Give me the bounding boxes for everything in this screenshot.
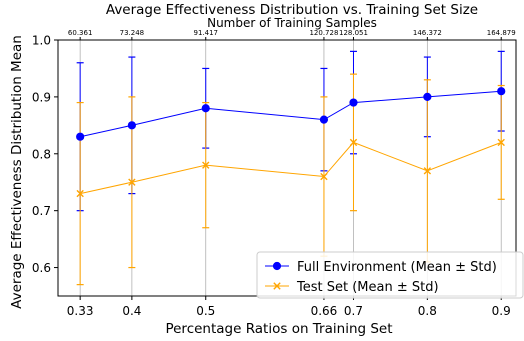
top-tick-label-3: 120.728 bbox=[309, 29, 338, 37]
marker-s0-4 bbox=[350, 99, 357, 106]
y-tick-label-2: 0.8 bbox=[32, 147, 51, 161]
y-axis-ticks: 0.6 0.7 0.8 0.9 1.0 bbox=[32, 34, 58, 276]
top-axis-ticks: 60.361 73.248 91.417 120.728 128.051 146.372 1… bbox=[68, 29, 516, 40]
legend-marker-0 bbox=[273, 262, 280, 269]
marker-s0-6 bbox=[498, 88, 505, 95]
series-line-1 bbox=[80, 142, 501, 193]
y-tick-label-4: 1.0 bbox=[32, 34, 51, 48]
x-tick-label-0: 0.33 bbox=[67, 304, 94, 318]
top-tick-label-6: 164.879 bbox=[487, 29, 516, 37]
marker-s0-3 bbox=[320, 116, 327, 123]
marker-s0-2 bbox=[202, 105, 209, 112]
top-axis-label: Number of Training Samples bbox=[207, 16, 377, 30]
legend: Full Environment (Mean ± Std) Test Set (M… bbox=[257, 252, 523, 298]
series-line-0 bbox=[80, 91, 501, 137]
error-bars bbox=[77, 51, 505, 284]
y-tick-label-0: 0.6 bbox=[32, 261, 51, 275]
series-lines bbox=[80, 91, 501, 193]
top-tick-label-1: 73.248 bbox=[120, 29, 145, 37]
marker-s0-1 bbox=[128, 122, 135, 129]
top-tick-label-2: 91.417 bbox=[193, 29, 218, 37]
y-axis-label: Average Effectiveness Distribution Mean bbox=[9, 35, 25, 309]
x-tick-label-3: 0.66 bbox=[311, 304, 338, 318]
x-tick-label-2: 0.5 bbox=[196, 304, 215, 318]
marker-s0-0 bbox=[77, 133, 84, 140]
x-tick-label-1: 0.4 bbox=[122, 304, 141, 318]
y-tick-label-3: 0.9 bbox=[32, 90, 51, 104]
y-tick-label-1: 0.7 bbox=[32, 204, 51, 218]
legend-label-1: Test Set (Mean ± Std) bbox=[296, 280, 439, 295]
top-tick-label-0: 60.361 bbox=[68, 29, 93, 37]
legend-label-0: Full Environment (Mean ± Std) bbox=[297, 260, 497, 275]
top-tick-label-4: 128.051 bbox=[339, 29, 368, 37]
marker-s0-5 bbox=[424, 93, 431, 100]
top-tick-label-5: 146.372 bbox=[413, 29, 442, 37]
x-axis-ticks: 0.33 0.4 0.5 0.66 0.7 0.8 0.9 bbox=[67, 296, 511, 318]
x-axis-label: Percentage Ratios on Training Set bbox=[165, 321, 392, 337]
x-tick-label-6: 0.9 bbox=[492, 304, 511, 318]
x-tick-label-4: 0.7 bbox=[344, 304, 363, 318]
x-tick-label-5: 0.8 bbox=[418, 304, 437, 318]
